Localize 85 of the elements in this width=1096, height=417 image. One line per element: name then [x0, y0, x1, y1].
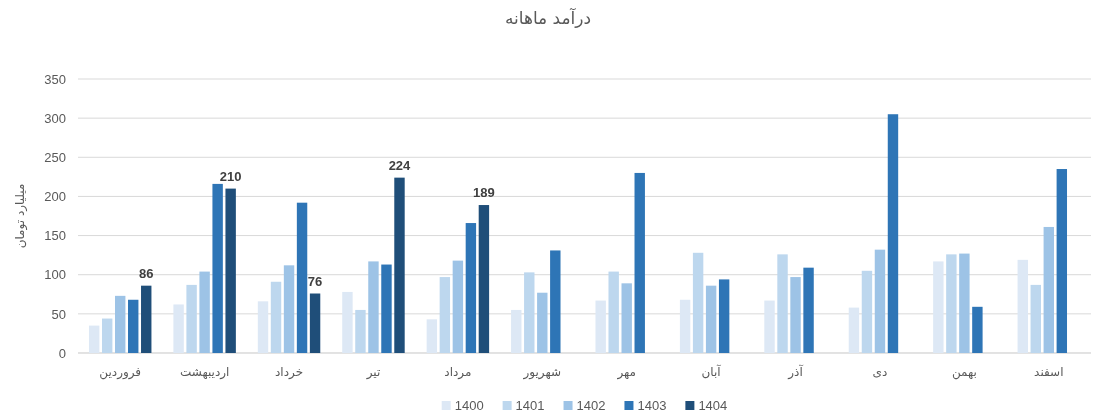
bar [173, 304, 184, 353]
data-label: 210 [219, 168, 242, 184]
y-tick-label: 100 [44, 267, 66, 283]
x-tick-label: آذر [787, 363, 804, 380]
bar [1017, 259, 1028, 353]
y-tick-label: 350 [44, 71, 66, 87]
x-tick-label: تیر [365, 364, 381, 380]
bar [309, 293, 321, 353]
x-tick-label: بهمن [951, 364, 977, 380]
x-tick-label: مرداد [444, 364, 472, 380]
bar [1056, 169, 1068, 353]
bar [972, 306, 983, 353]
bar [705, 285, 717, 353]
bar [887, 114, 899, 353]
bar [394, 177, 405, 353]
bar [692, 252, 704, 353]
bar [1030, 284, 1041, 353]
x-tick-label: مهر [616, 364, 637, 380]
bar [861, 270, 873, 353]
legend-label: 1403 [637, 398, 667, 413]
bar [212, 183, 223, 353]
y-tick-label: 50 [51, 306, 66, 322]
x-tick-label: فروردین [99, 364, 142, 380]
bar [115, 295, 126, 353]
y-tick-label: 250 [44, 149, 66, 165]
bar [368, 261, 379, 353]
bar [128, 299, 139, 353]
y-tick-label: 300 [44, 110, 66, 126]
bar [452, 260, 464, 353]
bar [141, 285, 152, 353]
data-label: 189 [473, 185, 495, 201]
bar [595, 300, 606, 353]
y-tick-label: 150 [44, 228, 66, 244]
bar [874, 249, 886, 353]
bar [283, 265, 295, 353]
bar [634, 172, 645, 353]
bar [296, 202, 308, 353]
bar [550, 250, 561, 353]
x-tick-label: دی [872, 364, 888, 379]
bar [186, 284, 197, 353]
x-tick-label: شهریور [522, 364, 562, 380]
bar [524, 272, 535, 353]
bar [199, 271, 210, 353]
bar [777, 254, 788, 353]
bar [959, 253, 970, 353]
x-tick-label: آبان [701, 363, 722, 379]
bar [764, 300, 775, 353]
bar [679, 299, 691, 353]
bar [426, 319, 438, 353]
data-label: 224 [388, 157, 412, 173]
legend-label: 1402 [576, 398, 606, 413]
data-label: 76 [307, 273, 323, 289]
y-axis-title: میلیارد تومان [13, 183, 28, 249]
bar [225, 188, 236, 353]
bar [465, 223, 477, 353]
x-tick-label: اردیبهشت [179, 364, 230, 380]
bar [933, 261, 944, 353]
chart-title: درآمد ماهانه [504, 7, 592, 28]
bar [1043, 226, 1054, 353]
data-label: 86 [139, 265, 154, 281]
bar [478, 205, 490, 353]
bar [270, 281, 282, 353]
bar [257, 301, 269, 353]
bar [511, 309, 522, 353]
x-tick-label: اسفند [1034, 364, 1064, 379]
bar [946, 254, 957, 353]
bar [88, 325, 100, 353]
bar [537, 292, 548, 353]
y-tick-label: 0 [58, 345, 66, 361]
bar [101, 318, 113, 353]
bar [608, 271, 619, 353]
bar [355, 309, 366, 353]
bar [621, 283, 632, 353]
y-tick-label: 200 [44, 189, 66, 205]
bar [381, 264, 392, 353]
legend-label: 1400 [454, 398, 484, 413]
bar [803, 267, 814, 353]
bar [718, 279, 730, 353]
bar [790, 277, 801, 353]
bar [342, 291, 353, 353]
bar [848, 307, 860, 353]
legend-label: 1401 [515, 398, 545, 413]
bar [439, 277, 451, 353]
x-tick-label: خرداد [275, 364, 304, 380]
legend-label: 1404 [698, 398, 728, 413]
